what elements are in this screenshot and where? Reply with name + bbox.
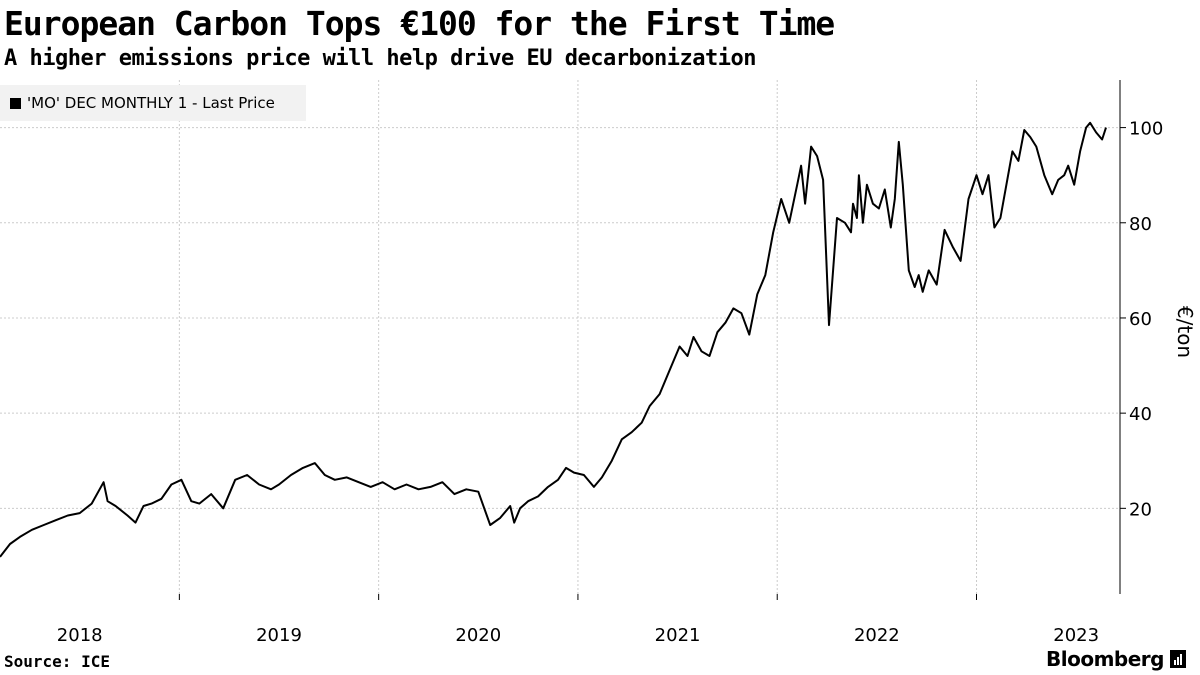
y-axis-label: €/ton: [1173, 306, 1197, 358]
x-tick-label: 2018: [57, 625, 103, 646]
legend: 'MO' DEC MONTHLY 1 - Last Price: [0, 85, 306, 121]
source-note: Source: ICE: [4, 652, 110, 671]
chart-title: European Carbon Tops €100 for the First …: [4, 4, 835, 43]
y-tick-label: 40: [1129, 404, 1152, 425]
x-tick-label: 2021: [655, 625, 701, 646]
x-tick-label: 2022: [854, 625, 900, 646]
series-layer: [0, 121, 1107, 558]
chart-subtitle: A higher emissions price will help drive…: [4, 46, 756, 71]
x-tick-label: 2023: [1053, 625, 1099, 646]
brand: Bloomberg: [1046, 647, 1186, 671]
axes: 20 40 60 80 100 2018 2019 2020 2021 2022 2023 €/ton: [57, 80, 1197, 646]
series-line: [0, 121, 1107, 558]
x-tick-label: 2019: [256, 625, 302, 646]
legend-swatch: [10, 97, 21, 109]
legend-label: 'MO' DEC MONTHLY 1 - Last Price: [27, 94, 275, 112]
y-tick-label: 80: [1129, 214, 1152, 235]
brand-name: Bloomberg: [1046, 647, 1164, 671]
y-tick-label: 60: [1129, 309, 1152, 330]
gridlines: [0, 80, 1120, 594]
bloomberg-logo-icon: [1169, 650, 1186, 668]
x-tick-label: 2020: [455, 625, 501, 646]
y-tick-label: 100: [1129, 119, 1163, 140]
y-tick-label: 20: [1129, 499, 1152, 520]
